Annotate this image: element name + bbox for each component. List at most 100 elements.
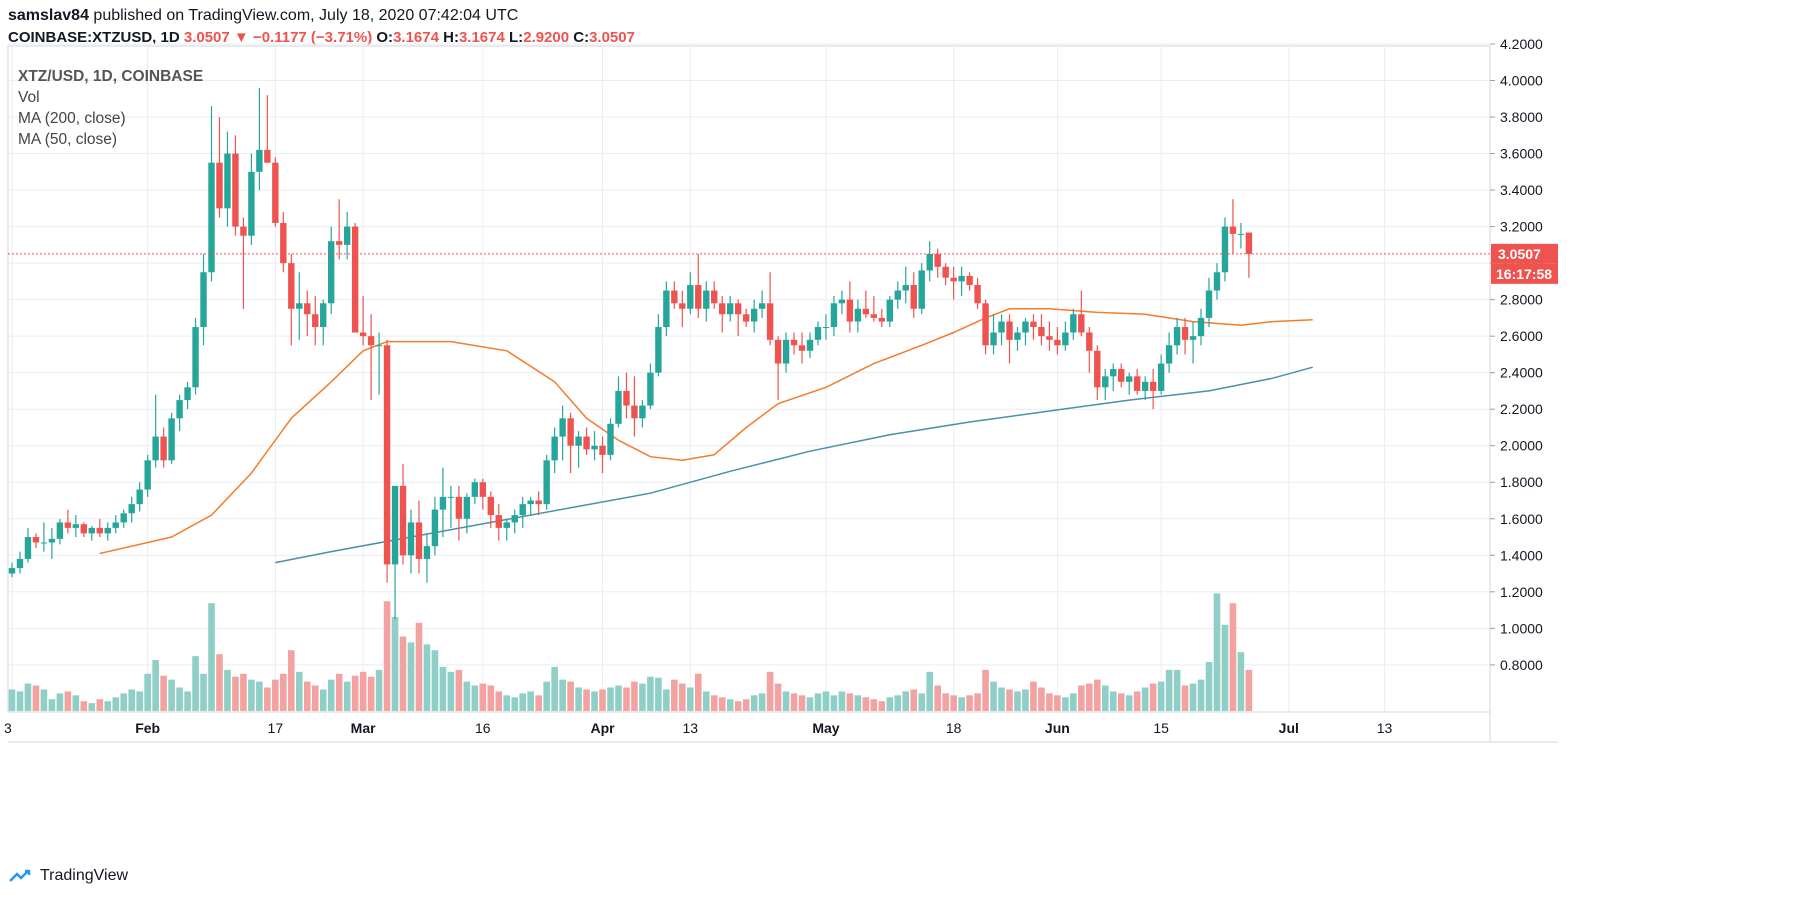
price-change: −0.1177 (−3.71%) — [252, 29, 373, 46]
close-value: 3.0507 — [589, 29, 635, 46]
price-axis-label: 3.6000 — [1500, 146, 1543, 162]
candle-body — [1197, 317, 1205, 337]
candle-body — [1245, 232, 1253, 254]
volume-bar — [8, 689, 16, 711]
volume-bar — [886, 697, 894, 711]
candle-body — [734, 303, 742, 315]
price-axis-label: 3.8000 — [1500, 109, 1543, 125]
candle-body — [375, 345, 383, 347]
volume-bar — [1046, 693, 1053, 711]
candle-body — [687, 285, 694, 309]
candle-body — [631, 405, 638, 419]
volume-bar — [527, 691, 534, 711]
legend-ma200[interactable]: MA (200, close) — [18, 110, 126, 127]
legend-ma50[interactable]: MA (50, close) — [18, 131, 118, 148]
volume-bar — [391, 616, 399, 711]
legend-symbol[interactable]: XTZ/USD, 1D, COINBASE — [18, 68, 204, 85]
volume-bar — [16, 691, 24, 711]
volume-bar — [631, 681, 638, 711]
volume-bar — [758, 693, 766, 711]
candle-body — [479, 482, 487, 497]
price-axis-label: 0.8000 — [1500, 657, 1543, 673]
volume-bar — [288, 650, 295, 711]
volume-bar — [551, 666, 558, 711]
volume-bar — [1189, 683, 1197, 711]
volume-bar — [1022, 689, 1029, 711]
candle-body — [711, 290, 718, 304]
candle-body — [806, 339, 814, 351]
candle-body — [264, 149, 271, 163]
time-axis-label: Apr — [590, 720, 615, 736]
time-axis-label: Jun — [1045, 720, 1070, 736]
candle-body — [615, 390, 622, 424]
footer-brand[interactable]: TradingView — [40, 867, 129, 884]
volume-bar — [1205, 662, 1213, 711]
volume-bar — [1197, 679, 1205, 711]
volume-bar — [375, 669, 383, 711]
candle-body — [1181, 327, 1189, 340]
volume-bar — [902, 691, 910, 711]
candle-body — [399, 485, 407, 556]
volume-bar — [870, 699, 878, 711]
volume-bar — [184, 691, 191, 711]
low-value: 2.9200 — [523, 29, 570, 46]
volume-bar — [1141, 687, 1149, 711]
last-price-tag — [1491, 243, 1558, 264]
candle-body — [655, 327, 662, 373]
volume-bar — [327, 679, 335, 711]
volume-bar — [415, 622, 423, 711]
volume-bar — [1133, 691, 1141, 711]
candle-body — [998, 321, 1005, 333]
volume-bar — [423, 644, 431, 711]
candle-body — [304, 303, 311, 315]
time-axis-label: Jul — [1279, 720, 1299, 736]
candle-body — [32, 537, 40, 543]
price-axis-label: 2.6000 — [1500, 328, 1543, 344]
volume-bar — [942, 693, 949, 711]
candle-body — [902, 285, 909, 291]
candle-body — [495, 515, 502, 528]
publication-header: samslav84 published on TradingView.com, … — [8, 7, 518, 25]
volume-bar — [702, 691, 710, 711]
candle-body — [455, 496, 463, 519]
candle-body — [1070, 314, 1077, 333]
candle-body — [1237, 233, 1245, 235]
candle-body — [1102, 376, 1109, 388]
candle-body — [846, 299, 854, 322]
candle-body — [583, 436, 590, 450]
candle-body — [639, 405, 646, 419]
volume-bar — [966, 695, 973, 711]
candle-body — [766, 303, 774, 340]
volume-bar — [1173, 669, 1181, 711]
candle-body — [551, 436, 558, 461]
high-label: H: — [443, 29, 459, 46]
legend-volume[interactable]: Vol — [18, 89, 40, 106]
volume-bar — [120, 693, 128, 711]
candle-body — [663, 290, 670, 328]
volume-bar — [439, 666, 447, 711]
time-axis-label: May — [812, 720, 839, 736]
candle-body — [328, 241, 335, 304]
volume-bar — [1109, 691, 1117, 711]
volume-bar — [958, 697, 965, 711]
volume-bar — [1030, 681, 1037, 711]
candle-body — [695, 285, 702, 309]
candle-body — [463, 496, 471, 519]
volume-bar — [495, 691, 503, 711]
candle-body — [527, 500, 534, 505]
volume-bar — [351, 675, 359, 711]
candle-body — [1030, 321, 1037, 328]
volume-bar — [918, 693, 926, 711]
candle-body — [790, 339, 798, 346]
candle-body — [8, 568, 16, 574]
volume-bar — [160, 675, 167, 711]
volume-bar — [822, 691, 830, 711]
candle-body — [974, 285, 981, 304]
candle-body — [958, 275, 965, 282]
volume-bar — [176, 687, 183, 711]
candle-body — [950, 277, 957, 282]
volume-bar — [559, 679, 566, 711]
author-name[interactable]: samslav84 — [8, 7, 89, 24]
volume-bar — [790, 693, 798, 711]
